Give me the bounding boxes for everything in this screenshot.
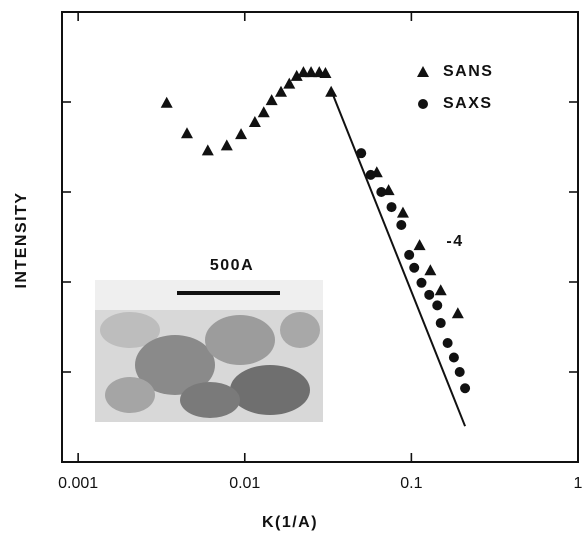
data-point xyxy=(396,219,407,230)
y-axis-label: INTENSITY xyxy=(13,191,30,288)
data-point xyxy=(356,148,367,159)
x-tick-label: 0.1 xyxy=(400,475,422,492)
fit-label: -4 xyxy=(446,233,463,250)
data-point xyxy=(180,127,193,139)
legend-marker xyxy=(417,66,429,77)
legend-marker xyxy=(418,99,428,109)
data-point xyxy=(413,239,426,251)
data-point xyxy=(305,66,318,78)
inset-micrograph xyxy=(95,280,323,422)
data-point xyxy=(424,264,437,276)
legend-label: SAXS xyxy=(443,95,493,112)
data-point xyxy=(325,85,338,97)
data-point xyxy=(201,144,214,156)
data-point xyxy=(275,85,288,97)
data-point xyxy=(220,139,233,151)
data-point xyxy=(319,67,332,79)
data-point xyxy=(416,277,427,288)
data-point xyxy=(454,367,465,377)
x-tick-label: 0.01 xyxy=(229,475,260,492)
data-point xyxy=(235,128,248,140)
data-point xyxy=(365,169,376,180)
x-tick-label: 0.001 xyxy=(58,475,98,492)
data-point xyxy=(424,289,435,300)
data-point xyxy=(460,383,471,394)
plot-frame xyxy=(61,11,579,463)
data-point xyxy=(257,106,270,118)
data-point xyxy=(376,187,387,197)
data-point xyxy=(283,77,296,89)
data-point xyxy=(451,307,464,319)
data-point xyxy=(442,338,453,349)
legend-label: SANS xyxy=(443,63,493,80)
data-point xyxy=(297,66,310,78)
data-point xyxy=(386,202,397,213)
data-point xyxy=(435,318,446,329)
x-axis-label: K(1/A) xyxy=(262,514,318,531)
x-tick-label: 1 xyxy=(574,475,583,492)
data-point xyxy=(409,262,420,273)
inset-label: 500A xyxy=(210,257,254,274)
fit-line xyxy=(330,89,466,427)
data-point xyxy=(396,206,409,218)
data-point xyxy=(434,284,447,296)
data-point xyxy=(160,96,173,108)
data-point xyxy=(248,115,261,127)
data-point xyxy=(265,94,278,106)
data-point xyxy=(448,352,459,363)
data-point xyxy=(290,69,303,81)
data-point xyxy=(404,249,415,260)
data-point xyxy=(432,300,443,311)
